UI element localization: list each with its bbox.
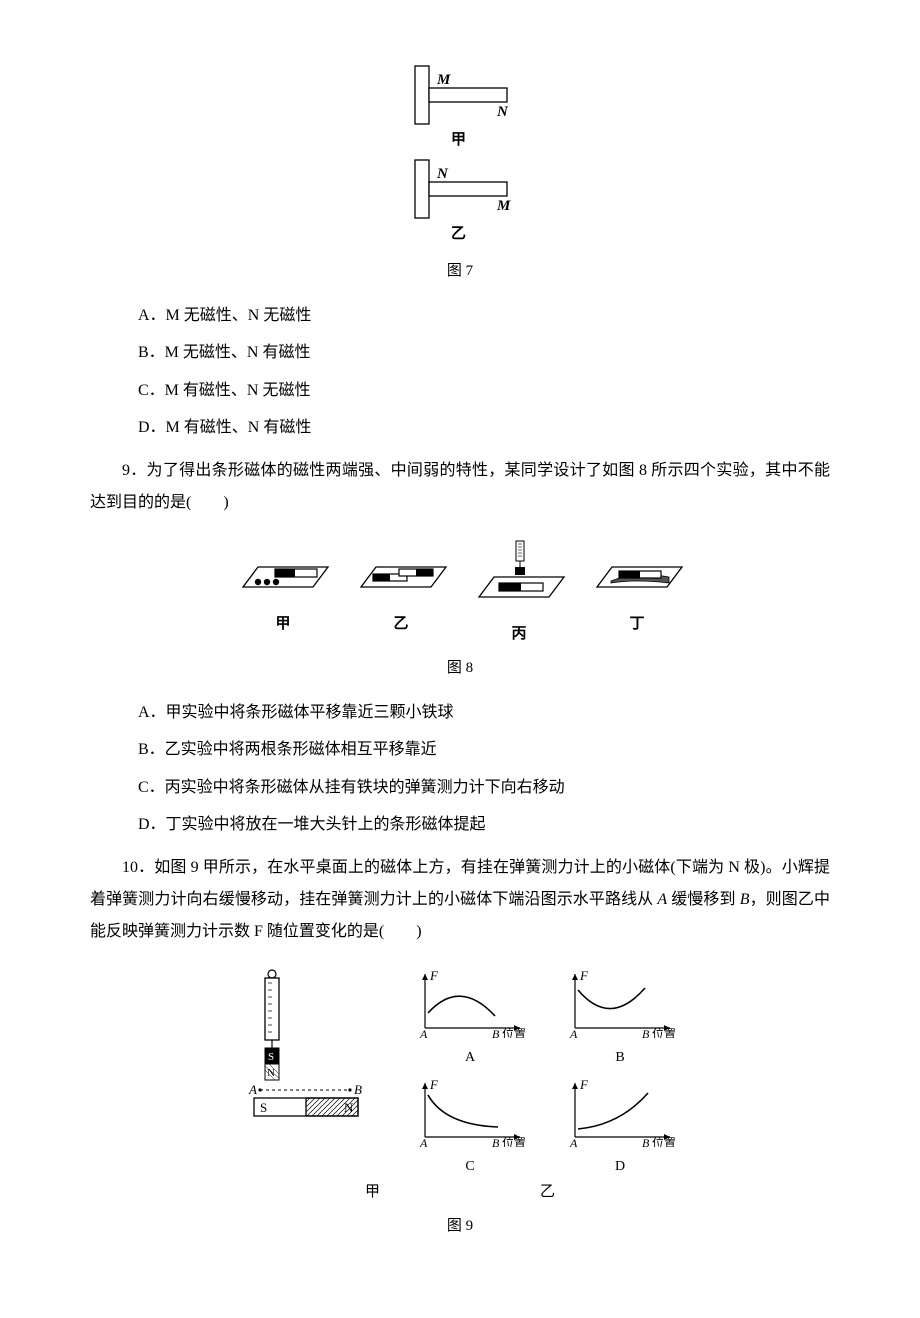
fig7-bot-label: 乙 bbox=[451, 226, 466, 240]
fig7-top-M: M bbox=[436, 72, 451, 88]
option-2-D: D．丁实验中将放在一堆大头针上的条形磁体提起 bbox=[138, 812, 830, 838]
svg-text:A: A bbox=[419, 1027, 428, 1038]
fig9-apparatus: S N A B S bbox=[240, 968, 380, 1147]
option-1-B: B．M 无磁性、N 有磁性 bbox=[138, 340, 830, 366]
svg-text:A: A bbox=[248, 1082, 257, 1097]
svg-text:F: F bbox=[579, 1077, 589, 1092]
svg-text:位置: 位置 bbox=[502, 1026, 526, 1038]
svg-text:位置: 位置 bbox=[652, 1135, 676, 1147]
figure-8-caption: 图 8 bbox=[90, 656, 830, 680]
question-9: 9．为了得出条形磁体的磁性两端强、中间弱的特性，某同学设计了如图 8 所示四个实… bbox=[90, 455, 830, 519]
svg-text:S: S bbox=[268, 1051, 274, 1063]
fig7-bot-M: M bbox=[496, 198, 511, 214]
fig8-bing: 丙 bbox=[469, 539, 569, 646]
fig9-graph-C: F A B 位置 C bbox=[410, 1077, 530, 1178]
option-2-A: A．甲实验中将条形磁体平移靠近三颗小铁球 bbox=[138, 700, 830, 726]
fig9-right-label: 乙 bbox=[540, 1180, 555, 1204]
svg-text:F: F bbox=[429, 968, 439, 983]
svg-text:S: S bbox=[260, 1100, 267, 1115]
fig9-left-label: 甲 bbox=[365, 1180, 380, 1204]
fig9-graphs: F A B 位置 A F A B bbox=[410, 968, 680, 1178]
fig8-yi: 乙 bbox=[351, 549, 451, 636]
svg-text:N: N bbox=[267, 1067, 275, 1079]
fig9-graph-A: F A B 位置 A bbox=[410, 968, 530, 1069]
svg-text:F: F bbox=[429, 1077, 439, 1092]
figure-7-svg: M N 甲 N M 乙 bbox=[385, 60, 535, 240]
option-1-A: A．M 无磁性、N 无磁性 bbox=[138, 303, 830, 329]
svg-text:B: B bbox=[354, 1082, 362, 1097]
fig7-top-N: N bbox=[496, 104, 509, 120]
svg-text:A: A bbox=[569, 1027, 578, 1038]
fig8-jia: 甲 bbox=[233, 549, 333, 636]
figure-9: S N A B S bbox=[90, 968, 830, 1238]
svg-text:B: B bbox=[492, 1027, 500, 1038]
figure-9-caption: 图 9 bbox=[90, 1214, 830, 1238]
fig7-bot-N: N bbox=[436, 166, 449, 182]
fig8-ding: 丁 bbox=[587, 549, 687, 636]
fig9-graph-B: F A B 位置 B bbox=[560, 968, 680, 1069]
option-2-B: B．乙实验中将两根条形磁体相互平移靠近 bbox=[138, 737, 830, 763]
option-1-C: C．M 有磁性、N 无磁性 bbox=[138, 378, 830, 404]
figure-7: M N 甲 N M 乙 图 7 bbox=[90, 60, 830, 283]
question-10: 10．如图 9 甲所示，在水平桌面上的磁体上方，有挂在弹簧测力计上的小磁体(下端… bbox=[90, 852, 830, 948]
svg-text:A: A bbox=[419, 1136, 428, 1147]
svg-text:B: B bbox=[642, 1136, 650, 1147]
svg-text:位置: 位置 bbox=[502, 1135, 526, 1147]
svg-text:A: A bbox=[569, 1136, 578, 1147]
option-2-C: C．丙实验中将条形磁体从挂有铁块的弹簧测力计下向右移动 bbox=[138, 775, 830, 801]
fig7-top-label: 甲 bbox=[451, 131, 466, 148]
option-1-D: D．M 有磁性、N 有磁性 bbox=[138, 415, 830, 441]
figure-7-caption: 图 7 bbox=[90, 259, 830, 283]
svg-text:N: N bbox=[344, 1100, 354, 1115]
svg-text:B: B bbox=[642, 1027, 650, 1038]
figure-8: 甲 乙 bbox=[90, 539, 830, 680]
fig9-graph-D: F A B 位置 D bbox=[560, 1077, 680, 1178]
svg-text:B: B bbox=[492, 1136, 500, 1147]
svg-text:F: F bbox=[579, 968, 589, 983]
svg-text:位置: 位置 bbox=[652, 1026, 676, 1038]
